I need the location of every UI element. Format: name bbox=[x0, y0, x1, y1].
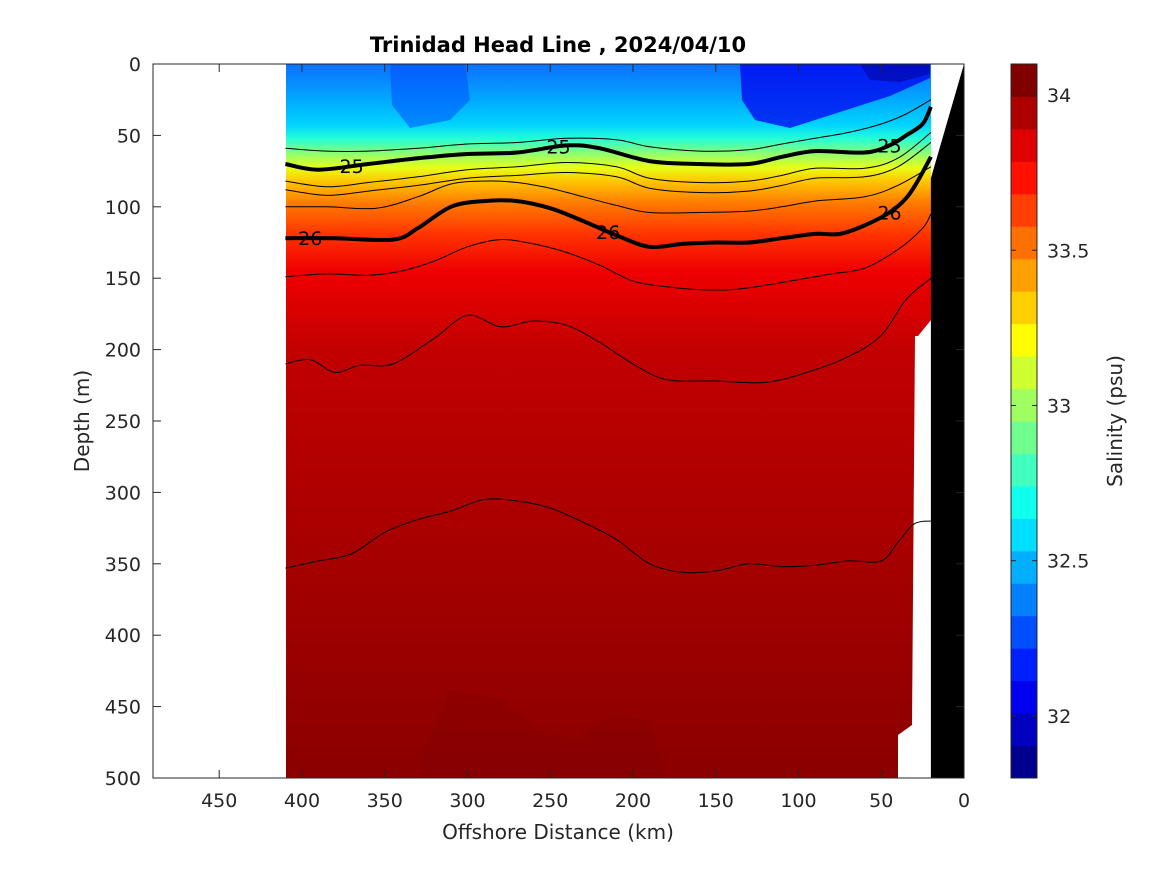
x-tick-label: 0 bbox=[958, 790, 970, 812]
shelf-gap bbox=[898, 320, 931, 778]
x-tick-label: 400 bbox=[284, 790, 320, 812]
colorbar-segment bbox=[1011, 193, 1037, 227]
y-axis-ticks: 0 50 100 150 200 250 300 350 400 450 500 bbox=[105, 54, 964, 790]
x-tick-label: 300 bbox=[449, 790, 485, 812]
colorbar-segment bbox=[1011, 680, 1037, 714]
y-tick-label: 500 bbox=[105, 768, 141, 790]
colorbar-tick-label: 32 bbox=[1047, 706, 1071, 728]
colorbar bbox=[1010, 63, 1038, 779]
x-tick-label: 250 bbox=[532, 790, 568, 812]
y-tick-label: 150 bbox=[105, 268, 141, 290]
contour-label-26-2: 26 bbox=[596, 222, 620, 244]
colorbar-segment bbox=[1011, 550, 1037, 584]
contour-label-25-2: 25 bbox=[546, 137, 570, 159]
thin-contour-1 bbox=[285, 99, 932, 152]
surface-fresh-core bbox=[860, 64, 930, 82]
x-axis-label: Offshore Distance (km) bbox=[442, 820, 674, 844]
thin-contour-7 bbox=[285, 498, 931, 574]
colorbar-segment bbox=[1011, 421, 1037, 454]
contour-label-group: 26 bbox=[596, 222, 620, 244]
y-tick-label: 0 bbox=[129, 54, 141, 76]
y-tick-label: 300 bbox=[105, 482, 141, 504]
thin-contour-6 bbox=[285, 277, 932, 384]
x-axis-ticks: 450 400 350 300 250 200 150 100 50 0 bbox=[201, 64, 970, 812]
colorbar-tick-label: 34 bbox=[1047, 85, 1071, 107]
y-tick-label: 250 bbox=[105, 411, 141, 433]
colorbar-ticks: 32 32.5 33 33.5 34 bbox=[1011, 85, 1089, 728]
colorbar-segment bbox=[1011, 648, 1037, 682]
thin-contour-4 bbox=[285, 166, 932, 214]
colorbar-segment bbox=[1011, 258, 1037, 292]
y-tick-label: 450 bbox=[105, 697, 141, 719]
deep-salty-patch bbox=[420, 690, 665, 778]
colorbar-frame bbox=[1010, 63, 1038, 779]
colorbar-segment bbox=[1011, 161, 1037, 195]
thin-contour-2 bbox=[285, 132, 932, 188]
bathymetry bbox=[930, 64, 964, 778]
colorbar-tick-label: 33.5 bbox=[1047, 240, 1089, 262]
contour-label-group: 25 bbox=[877, 135, 901, 157]
colorbar-segment bbox=[1011, 96, 1037, 130]
colorbar-segment bbox=[1011, 356, 1037, 390]
colorbar-segment bbox=[1011, 713, 1037, 747]
colorbar-segment bbox=[1011, 485, 1037, 519]
thin-contour-lines bbox=[285, 99, 932, 574]
colorbar-segment bbox=[1011, 291, 1037, 325]
x-tick-label: 150 bbox=[698, 790, 734, 812]
colorbar-segment bbox=[1011, 128, 1037, 162]
x-tick-label: 100 bbox=[780, 790, 816, 812]
colorbar-segment bbox=[1011, 323, 1037, 357]
x-tick-label: 50 bbox=[869, 790, 893, 812]
x-tick-label: 350 bbox=[367, 790, 403, 812]
y-tick-label: 400 bbox=[105, 625, 141, 647]
contour-label-25-3: 25 bbox=[877, 135, 901, 157]
colorbar-segment bbox=[1011, 615, 1037, 649]
thin-contour-5 bbox=[285, 213, 932, 291]
colorbar-tick-label: 32.5 bbox=[1047, 551, 1089, 573]
y-axis-label: Depth (m) bbox=[70, 370, 94, 472]
contour-label-group: 25 bbox=[340, 156, 364, 178]
contour-label-group: 26 bbox=[298, 228, 322, 250]
colorbar-segment bbox=[1011, 226, 1037, 260]
density-contour-lines: 25 25 25 26 26 26 bbox=[285, 105, 933, 250]
contour-label-group: 26 bbox=[877, 203, 901, 225]
colorbar-label: Salinity (psu) bbox=[1103, 355, 1127, 487]
thin-contour-3 bbox=[285, 142, 932, 196]
chart-title: Trinidad Head Line , 2024/04/10 bbox=[370, 33, 746, 57]
y-tick-label: 350 bbox=[105, 554, 141, 576]
colorbar-segment bbox=[1011, 453, 1037, 487]
contour-label-26-3: 26 bbox=[877, 203, 901, 225]
colorbar-segment bbox=[1011, 745, 1037, 779]
x-tick-label: 450 bbox=[201, 790, 237, 812]
mid-fresh-patch bbox=[390, 64, 470, 128]
y-tick-label: 200 bbox=[105, 340, 141, 362]
y-tick-label: 50 bbox=[117, 125, 141, 147]
contour-label-group: 25 bbox=[546, 137, 570, 159]
x-tick-label: 200 bbox=[615, 790, 651, 812]
colorbar-segment bbox=[1011, 64, 1037, 97]
colorbar-segment bbox=[1011, 518, 1037, 552]
density-contour-26 bbox=[285, 155, 933, 250]
density-contour-25 bbox=[285, 105, 933, 172]
y-tick-label: 100 bbox=[105, 197, 141, 219]
contour-label-25-1: 25 bbox=[340, 156, 364, 178]
colorbar-tick-label: 33 bbox=[1047, 395, 1071, 417]
colorbar-segment bbox=[1011, 583, 1037, 617]
salinity-field bbox=[286, 64, 931, 778]
contour-label-26-1: 26 bbox=[298, 228, 322, 250]
